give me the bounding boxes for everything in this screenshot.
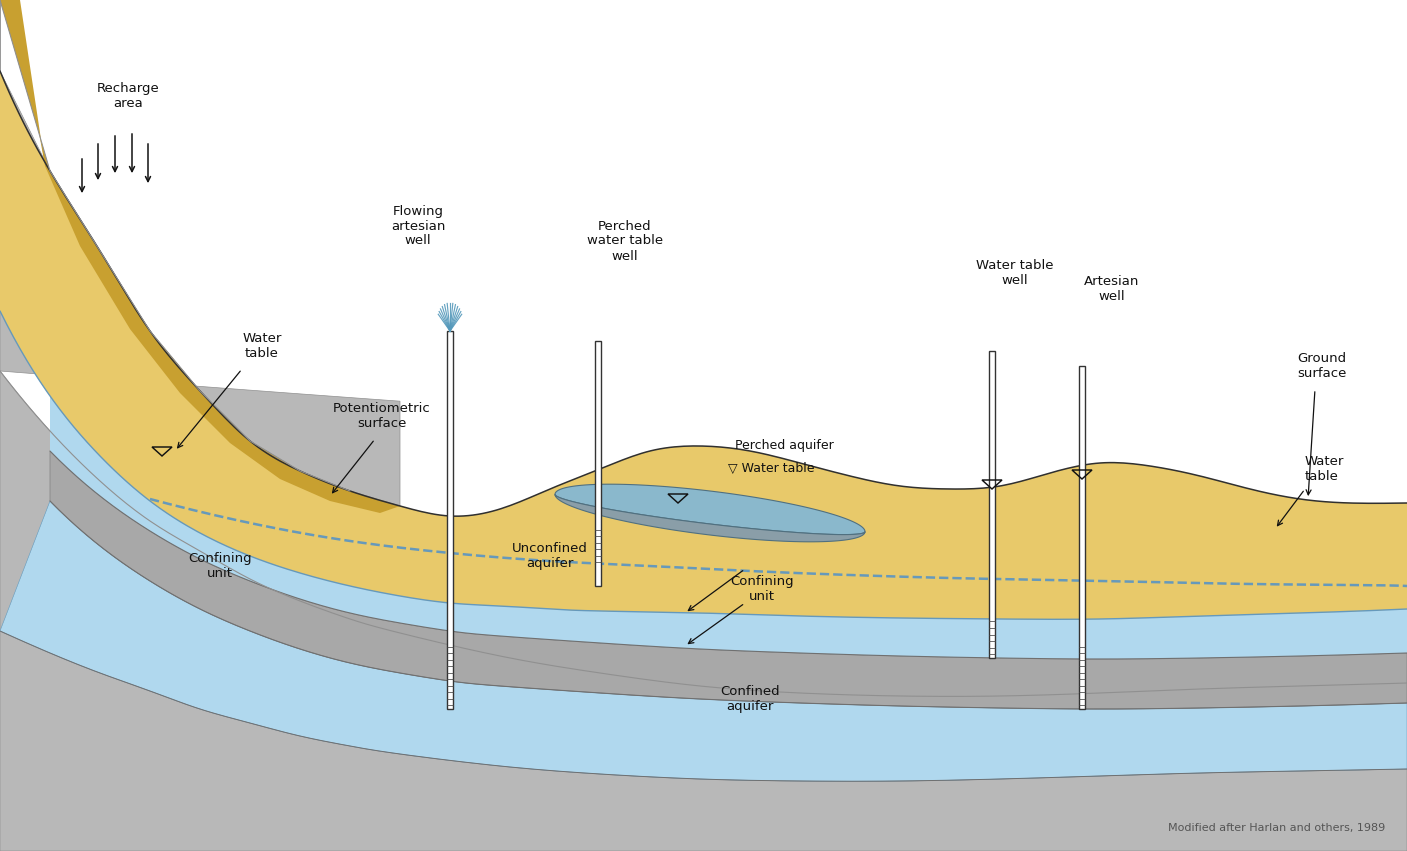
Bar xyxy=(595,341,601,586)
Polygon shape xyxy=(554,484,865,534)
Polygon shape xyxy=(554,494,865,542)
Text: ▽ Water table: ▽ Water table xyxy=(727,462,815,476)
Bar xyxy=(989,351,995,658)
Polygon shape xyxy=(0,71,1407,620)
Text: Artesian
well: Artesian well xyxy=(1085,275,1140,303)
Bar xyxy=(1079,366,1085,709)
Text: Flowing
artesian
well: Flowing artesian well xyxy=(391,204,445,248)
Text: Confining
unit: Confining unit xyxy=(189,552,252,580)
Polygon shape xyxy=(0,501,1407,781)
Text: Modified after Harlan and others, 1989: Modified after Harlan and others, 1989 xyxy=(1168,823,1384,833)
Polygon shape xyxy=(0,0,350,496)
Text: Water table
well: Water table well xyxy=(976,259,1054,287)
Polygon shape xyxy=(0,0,400,506)
Text: Unconfined
aquifer: Unconfined aquifer xyxy=(512,542,588,570)
Text: Perched aquifer: Perched aquifer xyxy=(734,439,834,453)
Text: Confined
aquifer: Confined aquifer xyxy=(720,685,779,713)
Text: Ground
surface: Ground surface xyxy=(1297,352,1346,380)
Polygon shape xyxy=(0,71,1407,620)
Text: Confining
unit: Confining unit xyxy=(730,575,794,603)
Bar xyxy=(447,331,453,709)
Polygon shape xyxy=(0,0,400,513)
Polygon shape xyxy=(0,631,1407,851)
Text: Water
table: Water table xyxy=(242,332,281,360)
Polygon shape xyxy=(51,396,1407,659)
Text: Potentiometric
surface: Potentiometric surface xyxy=(333,402,431,430)
Polygon shape xyxy=(51,451,1407,709)
Text: Recharge
area: Recharge area xyxy=(97,82,159,110)
Text: Water
table: Water table xyxy=(1306,455,1344,483)
Text: Perched
water table
well: Perched water table well xyxy=(587,220,663,262)
